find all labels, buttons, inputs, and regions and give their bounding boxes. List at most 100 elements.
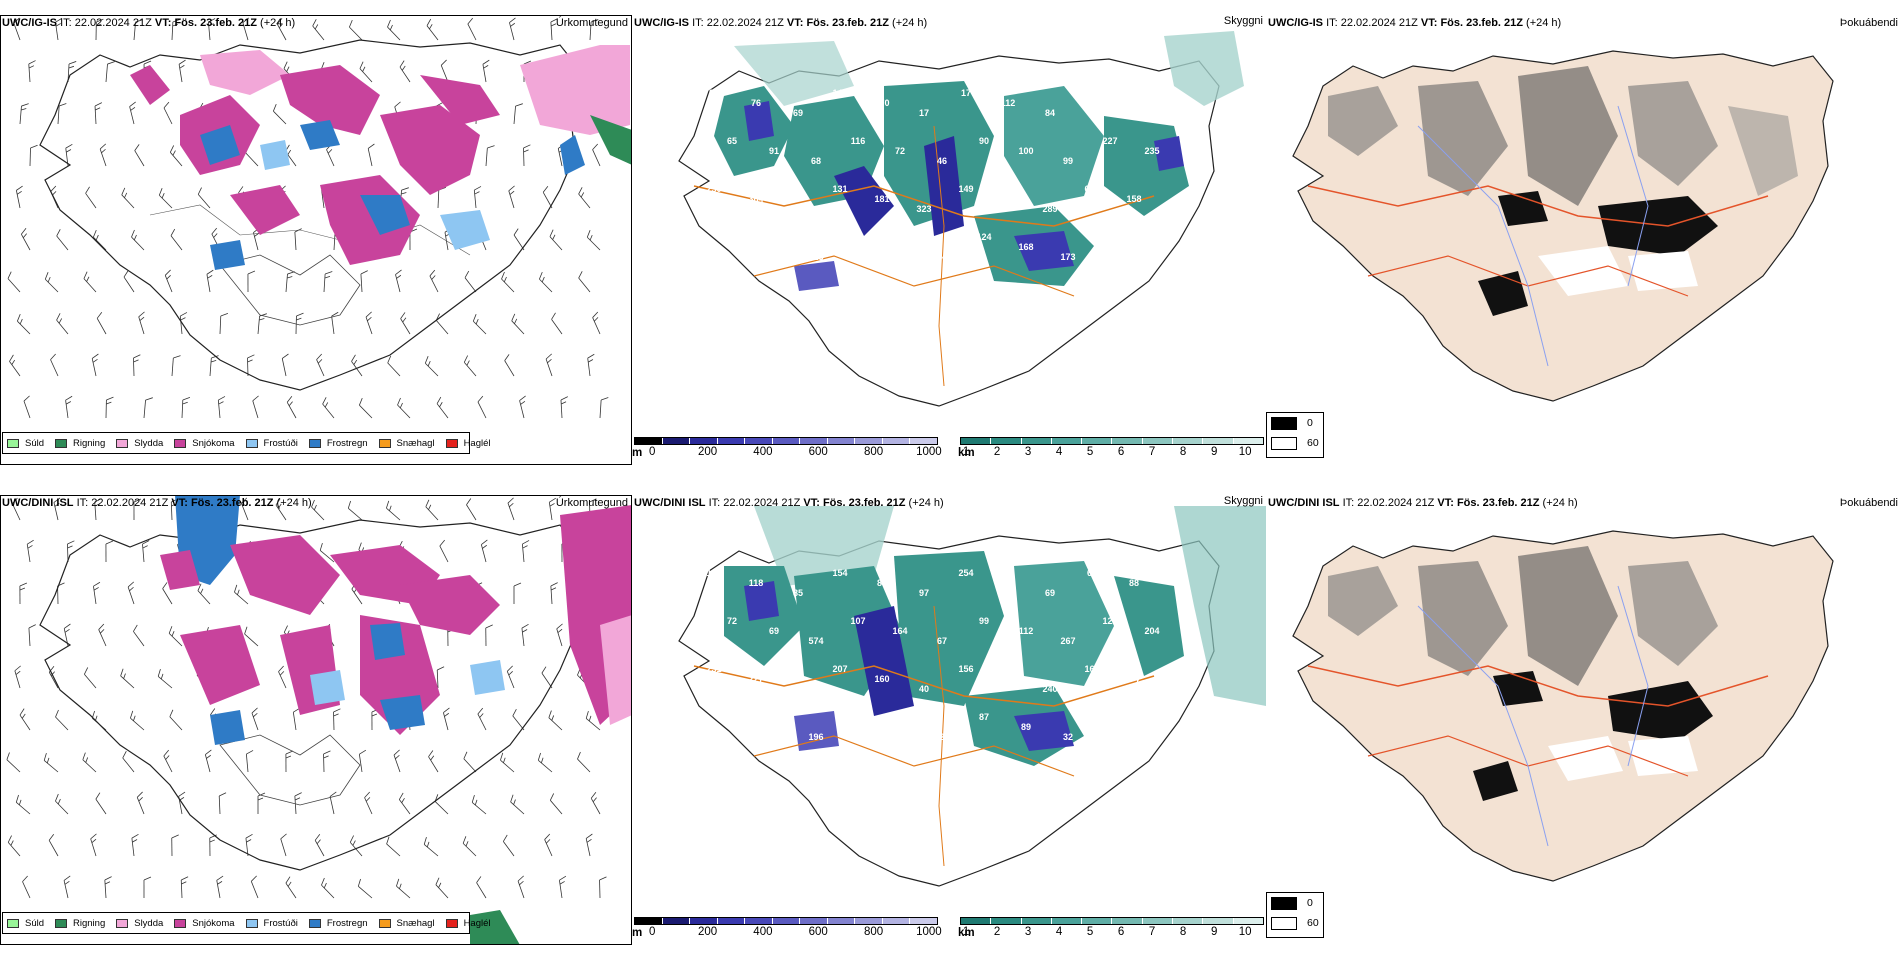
wind-barb — [514, 103, 523, 125]
colorbar-strip — [634, 917, 938, 925]
wind-barb — [99, 144, 112, 166]
wind-barb — [136, 792, 150, 814]
wind-barb — [548, 793, 567, 814]
colorbar-step — [1112, 438, 1142, 444]
ceiling-value-label: 100 — [1018, 146, 1033, 156]
wind-barb — [537, 272, 557, 292]
ceiling-value-label: 72 — [727, 616, 737, 626]
precip-map-bottom — [0, 495, 632, 945]
legend-label: Snæhagl — [397, 438, 435, 449]
wind-barb — [477, 396, 493, 418]
colorbar-step — [745, 438, 773, 444]
wind-barb — [142, 540, 151, 562]
precip-legend-item: Slydda — [116, 438, 163, 449]
panel-header: UWC/IG-IS IT: 22.02.2024 21Z VT: Fös. 23… — [1268, 17, 1561, 30]
colorbar-tick: 10 — [1239, 926, 1252, 938]
panel-title: Þokuábendi — [1840, 17, 1898, 30]
colorbar-tick: 400 — [753, 446, 772, 458]
wind-barb — [164, 270, 178, 292]
wind-barb — [248, 271, 255, 292]
ceiling-value-label: 245 — [790, 204, 805, 214]
wind-barb — [399, 312, 416, 334]
wind-barb — [133, 355, 141, 376]
legend-swatch — [55, 919, 67, 928]
wind-barb — [6, 272, 25, 292]
ceiling-value-label: 112 — [1001, 98, 1016, 108]
fog-legend-item: 60 — [1267, 433, 1323, 453]
wind-barb — [470, 795, 491, 814]
wind-barb — [550, 313, 568, 334]
ceiling-value-label: 112 — [1019, 626, 1034, 636]
wind-barb — [429, 270, 445, 292]
wind-barb — [27, 540, 37, 562]
ceiling-value-label: 59 — [1003, 578, 1013, 588]
wind-barb — [218, 396, 227, 418]
wind-barb — [585, 230, 605, 250]
wind-barb — [250, 876, 264, 898]
wind-barb — [169, 229, 187, 250]
ceiling-value-label: 116 — [851, 136, 866, 146]
wind-barb — [358, 62, 377, 82]
wind-barb — [519, 396, 531, 418]
wind-barb — [502, 835, 520, 856]
colorbar-tick: 1000 — [916, 926, 942, 938]
ceiling-value-label: 74 — [1129, 674, 1139, 684]
ceiling-value-label: 85 — [793, 588, 803, 598]
legend-swatch — [1271, 437, 1297, 450]
ceiling-value-label: 154 — [832, 568, 847, 578]
wind-barb — [511, 709, 530, 730]
wind-barb — [591, 312, 606, 334]
colorbar-tick: 3 — [1025, 446, 1031, 458]
legend-label: Rigning — [73, 438, 105, 449]
panel-header: UWC/DINI ISL IT: 22.02.2024 21Z VT: Fös.… — [2, 497, 312, 510]
wind-barb — [514, 583, 521, 604]
colorbar-step — [745, 918, 773, 924]
legend-swatch — [174, 919, 186, 928]
ceiling-value-label: 91 — [769, 146, 779, 156]
colorbar-step — [690, 918, 718, 924]
wind-barb — [18, 709, 35, 730]
wind-barb — [314, 834, 330, 856]
legend-label: Slydda — [134, 438, 163, 449]
ceiling-value-label: 227 — [1102, 136, 1117, 146]
legend-label: 0 — [1307, 417, 1313, 429]
legend-label: Frostúði — [264, 438, 298, 449]
legend-swatch — [116, 919, 128, 928]
wind-barb — [498, 753, 518, 772]
colorbar-tick: 3 — [1025, 926, 1031, 938]
wind-barb — [398, 793, 416, 814]
wind-barb — [15, 314, 35, 334]
wind-barb — [319, 878, 339, 898]
colorbar-tick: 5 — [1087, 926, 1093, 938]
wind-barb — [282, 354, 293, 376]
colorbar-step — [883, 918, 911, 924]
fog-legend-item: 60 — [1267, 913, 1323, 933]
wind-barb — [386, 356, 405, 376]
wind-barb — [82, 667, 101, 688]
precip-legend-item: Frostregn — [309, 918, 368, 929]
colorbar-tick: 0 — [649, 926, 655, 938]
wind-barb — [64, 624, 75, 646]
colorbar-tick: 2 — [994, 926, 1000, 938]
ceiling-value-label: 123 — [808, 252, 823, 262]
wind-barb — [559, 876, 569, 898]
ceiling-value-label: 165 — [1084, 664, 1099, 674]
colorbar-step — [773, 438, 801, 444]
wind-barb — [127, 582, 140, 604]
wind-barb — [8, 355, 26, 376]
colorbar-step — [1173, 438, 1203, 444]
colorbar-step — [1052, 918, 1082, 924]
wind-barb — [129, 102, 141, 124]
ceiling-value-label: 364 — [748, 194, 763, 204]
colorbar-step — [800, 918, 828, 924]
ceiling-value-label: 196 — [808, 732, 823, 742]
colorbar-step — [1022, 438, 1052, 444]
wind-barb — [423, 356, 443, 376]
wind-barb — [246, 750, 255, 772]
wind-barb — [286, 751, 293, 772]
wind-barb — [599, 877, 607, 898]
wind-barb — [296, 313, 303, 334]
ceiling-value-label: 72 — [895, 146, 905, 156]
